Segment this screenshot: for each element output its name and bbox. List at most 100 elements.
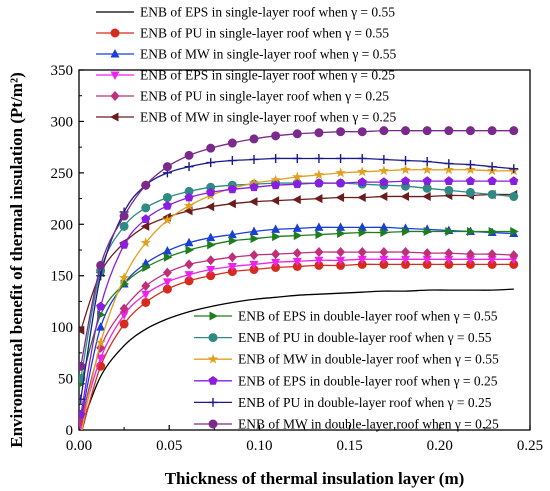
data-point — [292, 257, 302, 267]
data-point — [465, 176, 475, 185]
data-point — [314, 128, 324, 138]
data-point — [250, 234, 259, 244]
data-point — [443, 164, 455, 175]
data-point — [422, 157, 432, 167]
data-point — [422, 248, 432, 259]
data-point — [465, 255, 475, 265]
legend-marker — [208, 419, 218, 429]
data-point — [293, 231, 303, 241]
data-point — [487, 249, 497, 260]
data-point — [509, 126, 519, 136]
data-point — [465, 164, 476, 175]
legend-label: ENB of EPS in single-layer roof when γ =… — [140, 5, 395, 20]
data-point — [465, 160, 475, 170]
data-point — [314, 178, 324, 187]
data-point — [184, 162, 194, 172]
data-point — [465, 249, 475, 260]
data-point — [357, 255, 367, 265]
data-point — [422, 255, 432, 265]
data-point — [379, 255, 389, 265]
data-point — [271, 180, 281, 190]
data-point — [185, 245, 195, 255]
data-point — [379, 247, 389, 258]
data-point — [509, 176, 519, 185]
data-point — [401, 176, 411, 185]
legend-marker — [207, 353, 219, 364]
data-point — [488, 226, 498, 236]
data-point — [162, 267, 172, 278]
legend-label: ENB of MW in single-layer roof when γ = … — [140, 47, 397, 62]
data-point — [292, 195, 301, 205]
data-point — [119, 240, 129, 249]
series-1 — [80, 288, 514, 429]
y-tick-label: 100 — [51, 320, 74, 336]
data-point — [79, 325, 85, 335]
legend-label: ENB of EPS in double-layer roof when γ =… — [238, 309, 498, 324]
data-point — [119, 311, 129, 320]
data-point — [313, 169, 325, 180]
data-point — [292, 223, 302, 232]
data-point — [249, 182, 259, 192]
data-point — [162, 246, 172, 255]
data-point — [379, 154, 389, 164]
data-point — [336, 153, 346, 163]
data-point — [95, 337, 106, 347]
data-point — [292, 248, 302, 259]
tick-labels: 0.00 0.05 0.10 0.15 0.20 0.25 0 50 100 150 200 250 3… — [51, 63, 544, 454]
data-point — [272, 232, 281, 242]
legend-marker — [208, 333, 218, 343]
data-point — [465, 126, 475, 136]
data-point — [205, 202, 215, 212]
data-point — [357, 127, 367, 137]
data-point — [358, 228, 368, 238]
data-point — [401, 255, 411, 265]
x-tick-label: 0.25 — [517, 438, 543, 454]
data-point — [141, 180, 151, 190]
data-point — [206, 143, 216, 153]
legend-label: ENB of MW in double-layer roof when γ = … — [238, 352, 499, 367]
y-tick-label: 150 — [51, 269, 74, 285]
data-point — [270, 196, 280, 206]
data-point — [487, 255, 497, 265]
series-4 — [79, 255, 519, 430]
data-point — [141, 214, 151, 223]
data-point — [315, 230, 324, 240]
data-point — [270, 174, 281, 185]
data-point — [162, 193, 172, 203]
data-point — [140, 237, 151, 248]
data-point — [336, 127, 346, 137]
series-layer — [79, 126, 519, 430]
legend-marker — [110, 112, 119, 122]
series-line — [80, 288, 514, 429]
data-point — [141, 203, 151, 213]
data-point — [401, 156, 411, 166]
data-point — [79, 416, 86, 427]
data-point — [292, 153, 302, 163]
series-10 — [79, 176, 519, 419]
data-point — [249, 154, 259, 164]
data-point — [184, 259, 194, 270]
legend-label: ENB of PU in double-layer roof when γ = … — [238, 395, 492, 410]
data-point — [336, 178, 346, 187]
data-point — [227, 229, 237, 239]
data-point — [487, 126, 497, 136]
data-point — [119, 211, 129, 221]
data-point — [509, 250, 519, 261]
series-line — [80, 182, 514, 379]
data-point — [79, 394, 86, 404]
data-point — [249, 134, 259, 144]
data-point — [422, 126, 432, 136]
data-point — [141, 290, 151, 300]
data-point — [249, 250, 259, 261]
legend-bottom-right: ENB of EPS in double-layer roof when γ =… — [194, 309, 499, 432]
data-point — [96, 260, 106, 270]
data-point — [119, 319, 129, 329]
x-tick-label: 0.20 — [427, 438, 453, 454]
x-tick-label: 0.00 — [66, 438, 92, 454]
y-tick-label: 200 — [51, 217, 74, 233]
x-tick-label: 0.05 — [156, 438, 182, 454]
data-point — [206, 266, 216, 275]
y-tick-label: 0 — [66, 423, 74, 439]
data-point — [314, 256, 324, 266]
